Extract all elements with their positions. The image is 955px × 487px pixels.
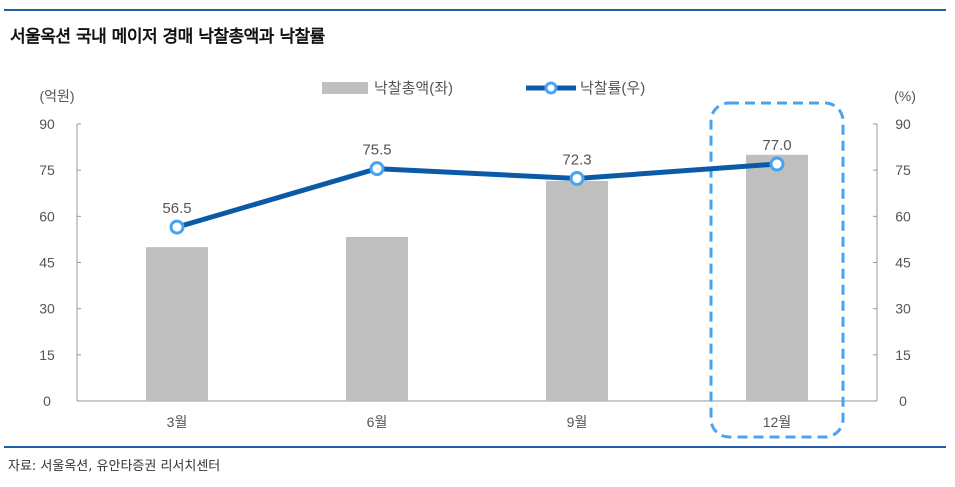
x-tick-label: 12월: [763, 414, 791, 430]
right-tick-label: 60: [895, 208, 911, 224]
bottom-rule: [4, 446, 946, 448]
right-tick-label: 75: [895, 162, 911, 178]
bar-9월: [546, 180, 608, 401]
legend-line-marker: [544, 81, 558, 95]
left-tick-label: 30: [39, 301, 55, 317]
rate-data-label: 77.0: [762, 137, 791, 154]
bar-12월: [746, 154, 808, 401]
left-tick-label: 75: [39, 162, 55, 178]
rate-data-label: 56.5: [162, 200, 191, 217]
rate-point-9월: [569, 170, 585, 186]
rate-point-12월: [769, 156, 785, 172]
right-tick-label: 90: [895, 116, 911, 132]
x-tick-label: 6월: [367, 414, 388, 430]
chart-title: 서울옥션 국내 메이저 경매 낙찰총액과 낙찰률: [10, 27, 325, 47]
x-tick-label: 3월: [167, 414, 188, 430]
highlight-box: [709, 101, 845, 439]
left-axis-unit: (억원): [39, 88, 74, 104]
source-note: 자료: 서울옥션, 유안타증권 리서치센터: [8, 459, 221, 474]
legend-bar-swatch: [322, 82, 368, 94]
left-tick-label: 60: [39, 208, 55, 224]
rate-line: [176, 161, 778, 230]
left-tick-label: 15: [39, 347, 55, 363]
right-tick-label: 30: [895, 301, 911, 317]
rate-point-3월: [169, 219, 185, 235]
right-axis-unit: (%): [894, 88, 916, 104]
bar-6월: [346, 236, 408, 401]
right-tick-label: 0: [899, 393, 907, 409]
rate-point-6월: [369, 161, 385, 177]
legend-line-label: 낙찰률(우): [580, 80, 645, 97]
left-tick-label: 0: [43, 393, 51, 409]
bar-3월: [146, 247, 208, 401]
left-tick-label: 90: [39, 116, 55, 132]
top-rule: [4, 9, 946, 11]
right-tick-label: 45: [895, 255, 911, 271]
left-tick-label: 45: [39, 255, 55, 271]
x-tick-label: 9월: [567, 414, 588, 430]
rate-data-label: 72.3: [562, 151, 591, 168]
legend-bar-label: 낙찰총액(좌): [374, 80, 453, 97]
rate-data-label: 75.5: [362, 142, 391, 159]
right-tick-label: 15: [895, 347, 911, 363]
